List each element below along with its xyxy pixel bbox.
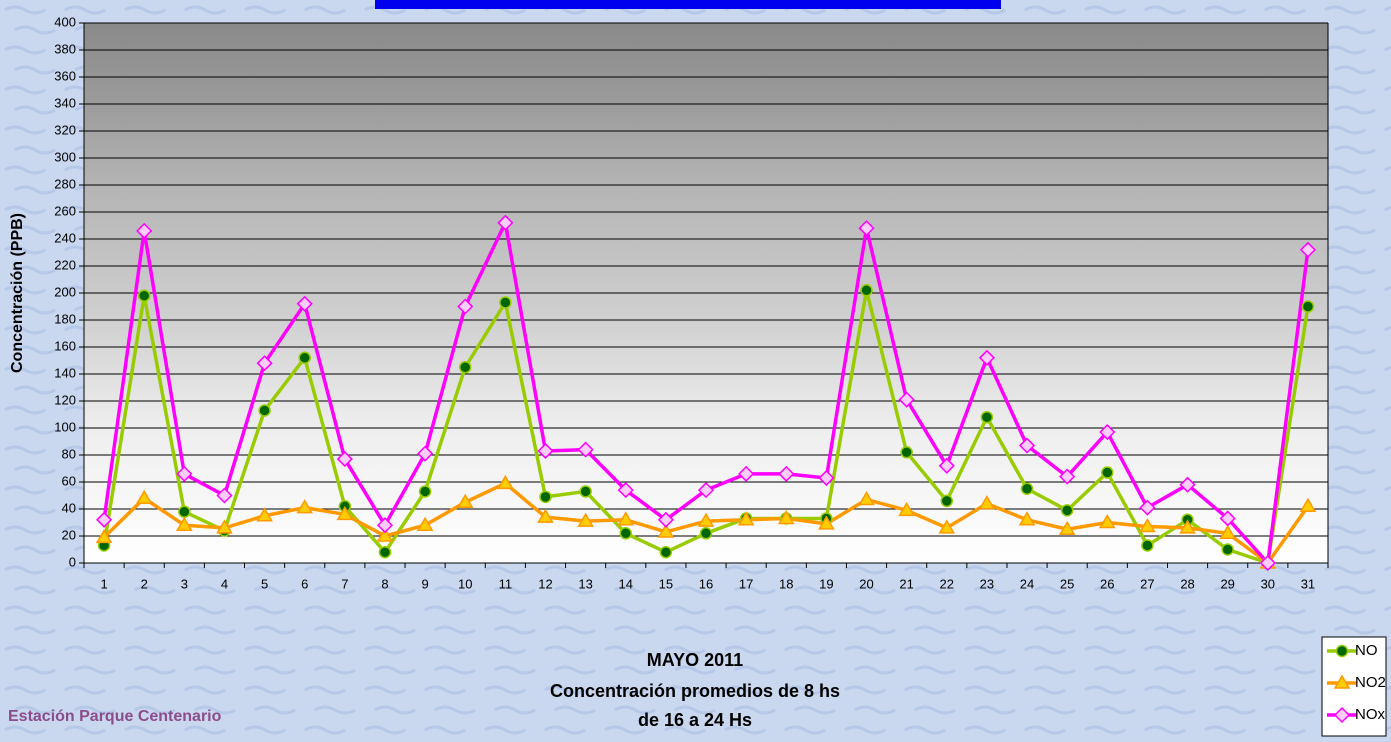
x-tick-label: 20 <box>859 576 873 591</box>
marker <box>259 405 270 416</box>
x-tick-label: 7 <box>341 576 348 591</box>
x-tick-label: 10 <box>458 576 472 591</box>
y-tick-label: 20 <box>62 527 76 542</box>
marker <box>1062 505 1073 516</box>
marker <box>460 362 471 373</box>
chart-subtitle: de 16 a 24 Hs <box>638 710 752 730</box>
y-tick-label: 400 <box>54 14 76 29</box>
x-tick-label: 30 <box>1261 576 1275 591</box>
x-tick-label: 5 <box>261 576 268 591</box>
station-label: Estación Parque Centenario <box>8 708 222 725</box>
x-tick-label: 12 <box>538 576 552 591</box>
y-tick-label: 140 <box>54 365 76 380</box>
header-bar <box>375 0 1001 9</box>
x-tick-label: 22 <box>940 576 954 591</box>
x-tick-label: 27 <box>1140 576 1154 591</box>
y-tick-label: 340 <box>54 95 76 110</box>
chart-title: MAYO 2011 <box>647 650 743 670</box>
marker <box>981 412 992 423</box>
y-tick-label: 240 <box>54 230 76 245</box>
marker <box>540 491 551 502</box>
y-tick-label: 220 <box>54 257 76 272</box>
x-tick-label: 17 <box>739 576 753 591</box>
x-tick-label: 3 <box>181 576 188 591</box>
y-tick-label: 160 <box>54 338 76 353</box>
marker <box>701 528 712 539</box>
legend-marker <box>1337 646 1348 657</box>
x-tick-label: 29 <box>1220 576 1234 591</box>
marker <box>620 528 631 539</box>
y-tick-label: 120 <box>54 392 76 407</box>
legend-label: NO2 <box>1355 674 1386 691</box>
x-tick-label: 1 <box>100 576 107 591</box>
x-tick-label: 18 <box>779 576 793 591</box>
x-tick-label: 28 <box>1180 576 1194 591</box>
marker <box>1222 544 1233 555</box>
x-tick-label: 26 <box>1100 576 1114 591</box>
x-tick-label: 16 <box>699 576 713 591</box>
marker <box>1142 540 1153 551</box>
marker <box>139 290 150 301</box>
marker <box>941 495 952 506</box>
x-tick-label: 15 <box>659 576 673 591</box>
y-tick-label: 260 <box>54 203 76 218</box>
marker <box>1302 301 1313 312</box>
y-tick-label: 380 <box>54 41 76 56</box>
x-tick-label: 21 <box>899 576 913 591</box>
marker <box>420 486 431 497</box>
y-tick-label: 180 <box>54 311 76 326</box>
y-tick-label: 60 <box>62 473 76 488</box>
x-tick-label: 31 <box>1301 576 1315 591</box>
legend-label: NOx <box>1355 706 1386 723</box>
y-tick-label: 80 <box>62 446 76 461</box>
marker <box>379 547 390 558</box>
y-tick-label: 320 <box>54 122 76 137</box>
marker <box>500 297 511 308</box>
y-tick-label: 360 <box>54 68 76 83</box>
x-tick-label: 23 <box>980 576 994 591</box>
marker <box>179 506 190 517</box>
marker <box>901 447 912 458</box>
x-tick-label: 2 <box>141 576 148 591</box>
x-tick-label: 9 <box>421 576 428 591</box>
marker <box>580 486 591 497</box>
page: {"chart_data": { "type": "line", "title"… <box>0 0 1391 737</box>
y-tick-label: 280 <box>54 176 76 191</box>
marker <box>1102 467 1113 478</box>
marker <box>660 547 671 558</box>
x-tick-label: 13 <box>578 576 592 591</box>
marker <box>299 352 310 363</box>
x-tick-label: 4 <box>221 576 228 591</box>
y-axis-label: Concentración (PPB) <box>9 213 26 373</box>
x-tick-label: 8 <box>381 576 388 591</box>
marker <box>861 285 872 296</box>
x-tick-label: 14 <box>619 576 633 591</box>
y-tick-label: 40 <box>62 500 76 515</box>
y-tick-label: 100 <box>54 419 76 434</box>
x-tick-label: 24 <box>1020 576 1034 591</box>
x-tick-label: 11 <box>499 576 513 591</box>
y-tick-label: 0 <box>69 554 76 569</box>
x-tick-label: 6 <box>301 576 308 591</box>
x-tick-label: 19 <box>819 576 833 591</box>
marker <box>1022 483 1033 494</box>
x-tick-label: 25 <box>1060 576 1074 591</box>
chart: Concentración (PPB) MAYO 2011 Concentrac… <box>0 0 1391 737</box>
y-tick-label: 300 <box>54 149 76 164</box>
y-tick-label: 200 <box>54 284 76 299</box>
chart-subtitle: Concentración promedios de 8 hs <box>550 681 840 701</box>
legend-label: NO <box>1355 642 1378 659</box>
